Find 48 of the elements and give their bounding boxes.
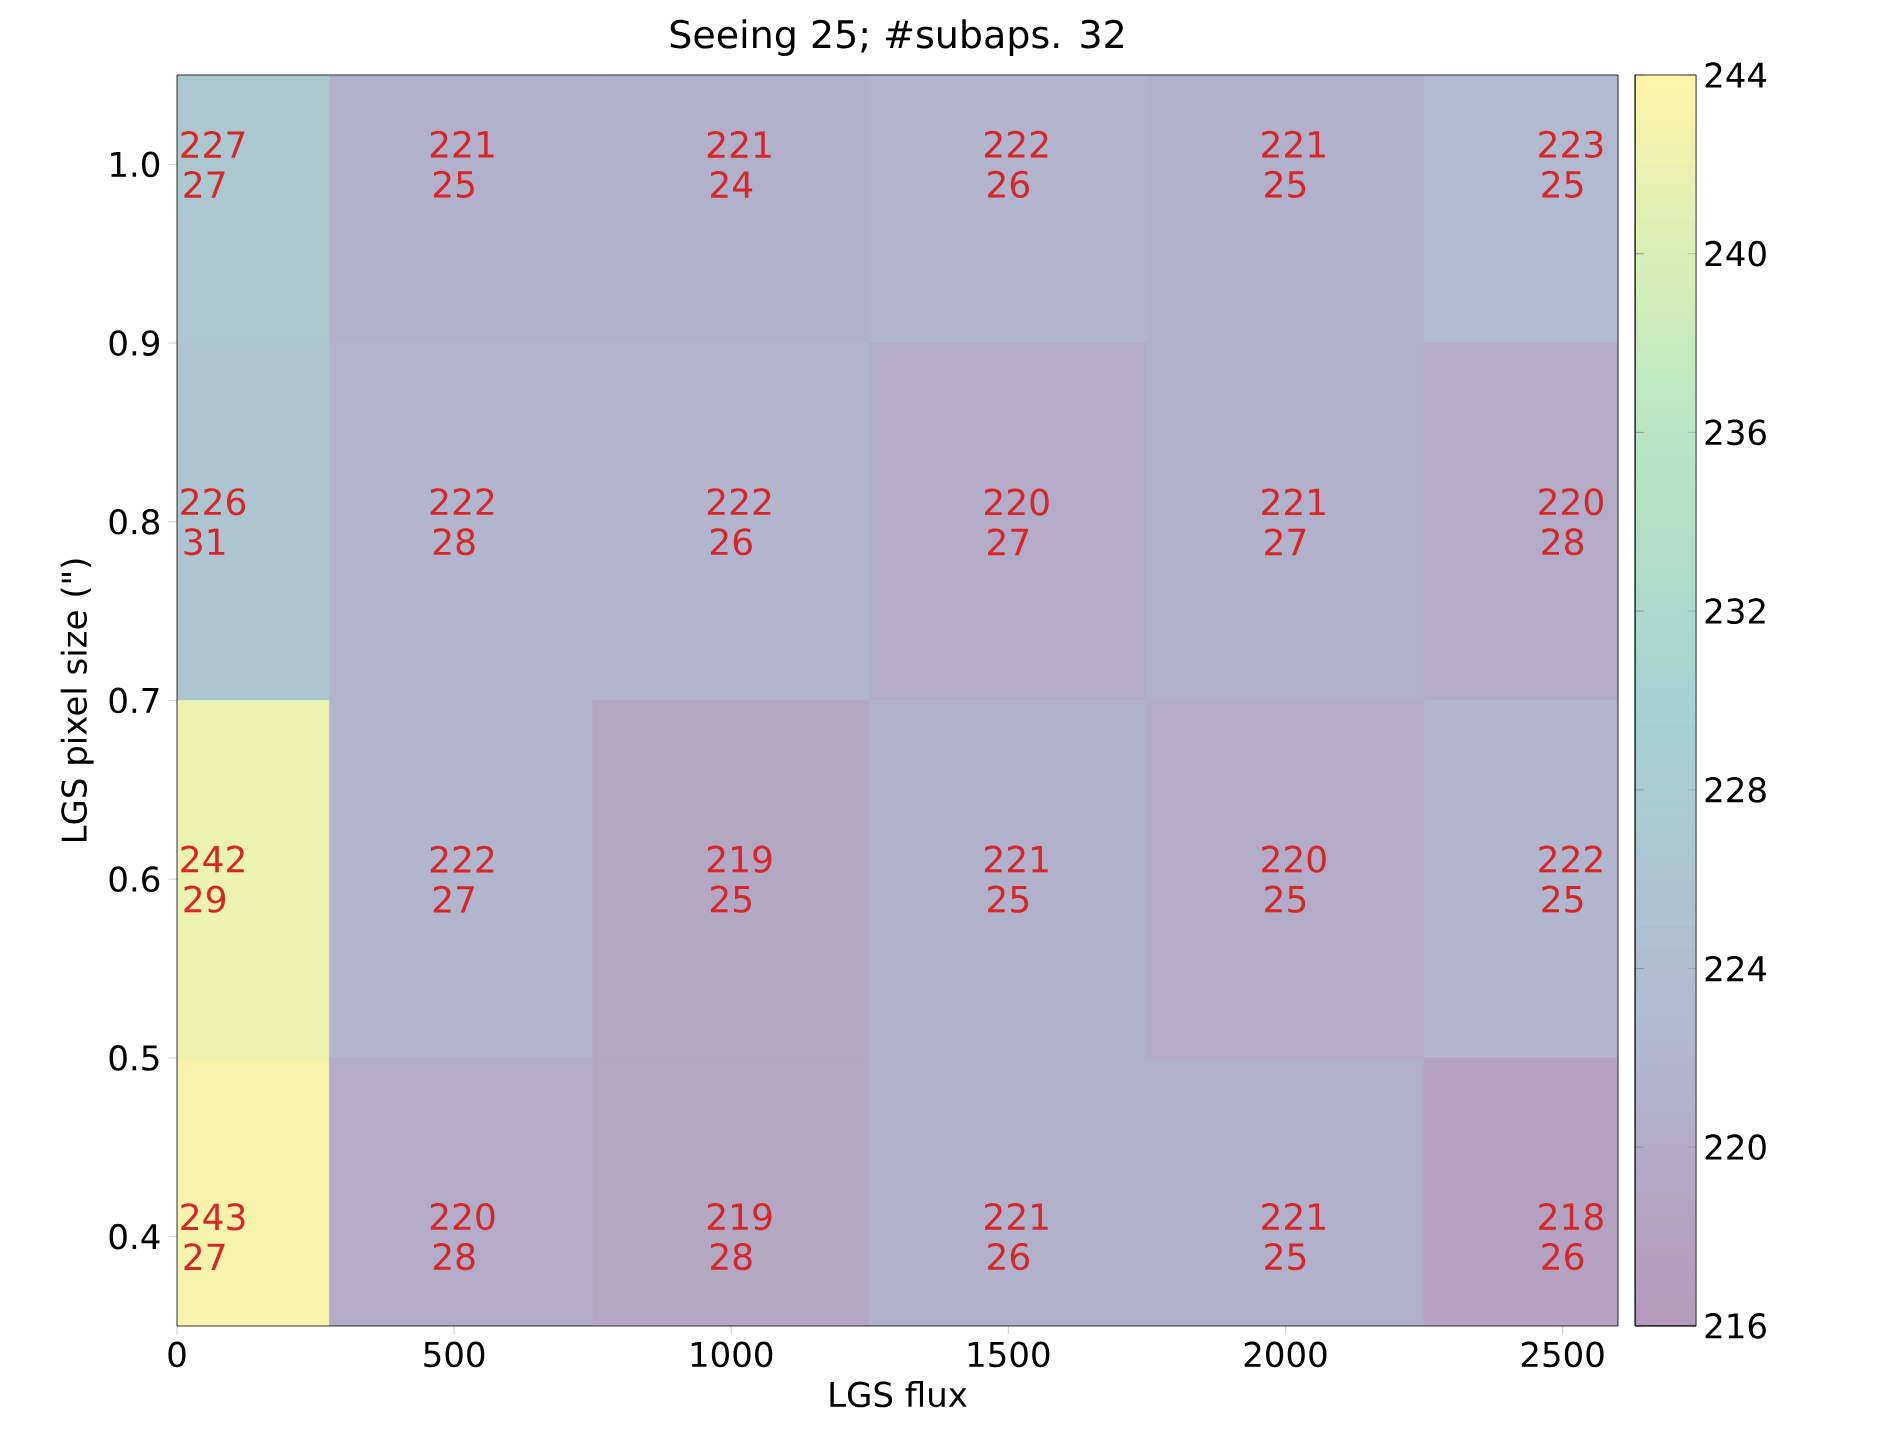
data-label: 223 25 (1539, 130, 1603, 198)
chart-title: Seeing 25; #subaps. 32 (670, 19, 1123, 56)
y-tick-label: 0.7 (109, 687, 159, 714)
data-label: 219 28 (707, 1203, 772, 1271)
y-tick-label: 0.8 (109, 508, 160, 535)
data-label: 222 26 (985, 130, 1048, 198)
data-label: 221 25 (985, 845, 1048, 913)
x-axis-title: LGS flux (830, 1381, 967, 1408)
x-tick-label: 0 (168, 1341, 186, 1368)
color-bar-label: 224 (1705, 955, 1767, 982)
data-label: 226 31 (181, 488, 246, 556)
data-label: 218 26 (1539, 1203, 1603, 1271)
data-label: 221 25 (1262, 1203, 1325, 1271)
data-label: 222 28 (430, 488, 494, 556)
y-tick-label: 0.5 (109, 1045, 159, 1071)
data-label: 219 25 (707, 845, 772, 913)
data-label: 221 26 (985, 1203, 1048, 1271)
x-tick-label: 2500 (1521, 1341, 1604, 1368)
data-label: 221 25 (430, 130, 494, 198)
data-label: 221 25 (1262, 130, 1325, 198)
y-tick-label: 0.6 (109, 866, 160, 893)
x-tick-label: 500 (424, 1341, 485, 1368)
color-bar-label: 220 (1705, 1134, 1766, 1161)
y-axis-title: LGS pixel size (") (60, 559, 94, 842)
data-label: 220 28 (430, 1203, 495, 1271)
y-tick-label: 1.0 (111, 151, 160, 178)
data-label: 221 27 (1262, 488, 1325, 556)
data-label: 220 28 (1539, 488, 1603, 556)
y-tick-label: 0.9 (109, 330, 159, 356)
color-bar-label: 240 (1705, 240, 1766, 267)
x-tick-label: 1000 (691, 1341, 773, 1368)
x-tick-label: 2000 (1244, 1341, 1327, 1368)
y-tick-label: 0.4 (109, 1223, 160, 1250)
color-bar-label: 236 (1705, 419, 1766, 446)
data-label: 222 27 (430, 845, 494, 913)
color-bar-label: 228 (1705, 776, 1766, 803)
data-label: 222 25 (1539, 845, 1602, 913)
data-label: 243 27 (181, 1203, 245, 1270)
data-label: 227 27 (181, 130, 245, 198)
color-bar-label: 216 (1705, 1313, 1766, 1339)
color-bar-label: 244 (1705, 62, 1767, 88)
data-label: 242 29 (181, 845, 244, 913)
data-label: 222 26 (707, 488, 771, 556)
data-label: 221 24 (707, 130, 771, 198)
x-tick-label: 1500 (968, 1341, 1050, 1368)
color-bar-label: 232 (1705, 598, 1765, 624)
data-label: 220 25 (1262, 845, 1326, 913)
data-label: 220 27 (985, 488, 1049, 556)
